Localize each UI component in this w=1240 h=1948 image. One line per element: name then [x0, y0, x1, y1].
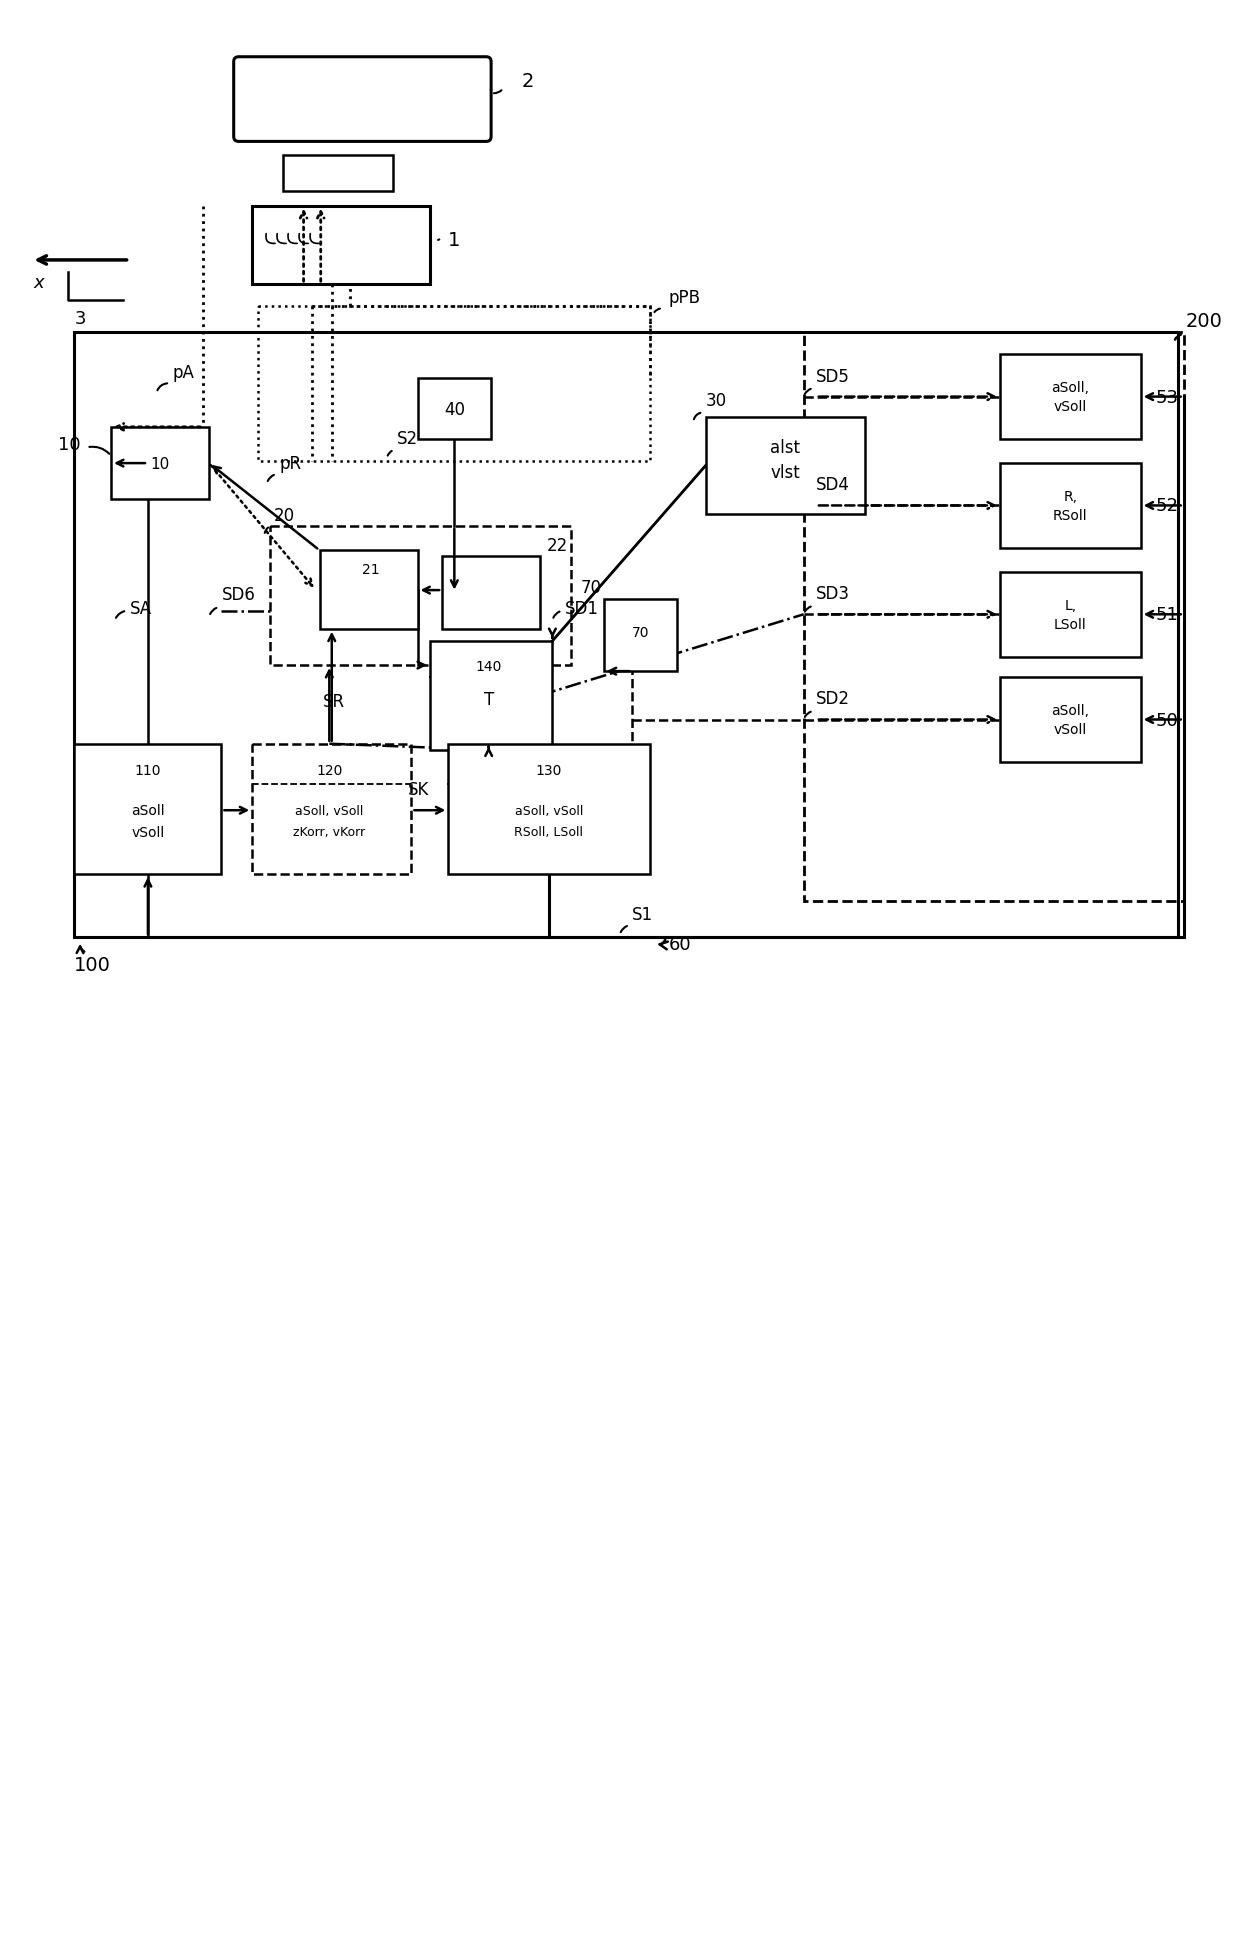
FancyArrowPatch shape [210, 608, 216, 616]
FancyArrowPatch shape [77, 947, 84, 955]
Text: aSoll, vSoll: aSoll, vSoll [295, 805, 363, 818]
Text: 10: 10 [150, 456, 170, 471]
Bar [706, 419, 866, 514]
FancyArrowPatch shape [117, 612, 124, 619]
Text: vSoll: vSoll [1054, 723, 1087, 736]
Bar [74, 744, 222, 875]
Text: vSoll: vSoll [131, 826, 165, 840]
FancyArrowPatch shape [805, 499, 811, 505]
Text: zKorr, vKorr: zKorr, vKorr [293, 826, 366, 840]
Text: aSoll,: aSoll, [1052, 380, 1089, 395]
Text: S1: S1 [632, 906, 653, 923]
Text: 3: 3 [74, 310, 86, 327]
Bar [430, 641, 552, 750]
Text: 110: 110 [135, 764, 161, 777]
Text: vlst: vlst [770, 464, 800, 481]
Bar [604, 600, 677, 672]
FancyArrowPatch shape [264, 528, 268, 534]
Text: SA: SA [129, 600, 151, 618]
Bar [320, 551, 418, 629]
FancyArrowPatch shape [534, 559, 539, 565]
Bar [418, 380, 491, 440]
Text: L,: L, [1064, 598, 1076, 612]
Text: 10: 10 [58, 436, 81, 454]
Bar [258, 306, 651, 462]
Bar [74, 333, 1178, 937]
Text: RSoll: RSoll [1053, 508, 1087, 522]
Text: 140: 140 [475, 660, 502, 674]
FancyArrowPatch shape [805, 390, 811, 395]
Text: pPB: pPB [668, 288, 701, 306]
Text: aSoll: aSoll [131, 805, 165, 818]
Bar [448, 744, 651, 875]
Text: pR: pR [279, 454, 301, 471]
FancyBboxPatch shape [233, 58, 491, 142]
Text: SK: SK [408, 781, 429, 799]
FancyArrowPatch shape [805, 713, 811, 717]
Text: S2: S2 [397, 431, 418, 448]
FancyArrowPatch shape [268, 475, 274, 481]
Text: 60: 60 [668, 935, 692, 953]
Text: 22: 22 [547, 536, 568, 555]
Bar [252, 744, 412, 875]
Text: SD5: SD5 [816, 368, 849, 386]
FancyArrowPatch shape [621, 927, 627, 933]
FancyArrowPatch shape [157, 384, 167, 392]
FancyArrowPatch shape [606, 602, 611, 604]
Text: pA: pA [172, 364, 195, 382]
Text: 51: 51 [1156, 606, 1178, 623]
Text: aSoll, vSoll: aSoll, vSoll [515, 805, 583, 818]
Text: 1: 1 [448, 230, 460, 249]
Text: 21: 21 [362, 563, 379, 577]
Text: SD6: SD6 [222, 586, 255, 604]
FancyArrowPatch shape [655, 310, 660, 314]
Text: SD1: SD1 [564, 600, 599, 618]
FancyArrowPatch shape [553, 612, 559, 618]
FancyArrowPatch shape [660, 941, 668, 951]
Text: 2: 2 [522, 72, 534, 92]
Text: SD3: SD3 [816, 584, 849, 602]
Bar [804, 333, 1184, 902]
Text: vSoll: vSoll [1054, 399, 1087, 415]
Text: aSoll,: aSoll, [1052, 703, 1089, 717]
FancyArrowPatch shape [1176, 335, 1180, 341]
Text: R,: R, [1063, 489, 1078, 503]
Bar [283, 156, 393, 193]
Text: 130: 130 [536, 764, 562, 777]
Text: 52: 52 [1156, 497, 1178, 514]
Text: 200: 200 [1187, 312, 1223, 331]
Text: 70: 70 [580, 579, 601, 596]
FancyArrowPatch shape [388, 452, 392, 456]
Text: RSoll, LSoll: RSoll, LSoll [515, 826, 583, 840]
Text: 120: 120 [316, 764, 342, 777]
Text: T: T [484, 692, 494, 709]
Bar [999, 573, 1141, 656]
Text: alst: alst [770, 438, 800, 458]
FancyArrowPatch shape [694, 413, 701, 421]
Bar [999, 464, 1141, 549]
Text: 53: 53 [1156, 388, 1178, 407]
Text: 30: 30 [706, 392, 727, 409]
Bar [443, 557, 541, 629]
FancyArrowPatch shape [805, 608, 811, 612]
Text: LSoll: LSoll [1054, 618, 1086, 631]
Text: 100: 100 [74, 956, 112, 974]
Text: SD2: SD2 [816, 690, 849, 707]
FancyArrowPatch shape [494, 92, 501, 94]
Text: SD4: SD4 [816, 475, 849, 495]
Bar [999, 355, 1141, 440]
Text: 50: 50 [1156, 711, 1178, 729]
Bar [270, 526, 570, 666]
Text: 40: 40 [444, 401, 465, 419]
FancyArrowPatch shape [89, 448, 109, 454]
Bar [112, 429, 210, 501]
Text: SR: SR [324, 693, 345, 711]
Bar [999, 678, 1141, 762]
Text: x: x [33, 273, 45, 292]
Text: 20: 20 [274, 506, 295, 524]
Bar [252, 206, 430, 284]
Text: 70: 70 [632, 625, 650, 641]
